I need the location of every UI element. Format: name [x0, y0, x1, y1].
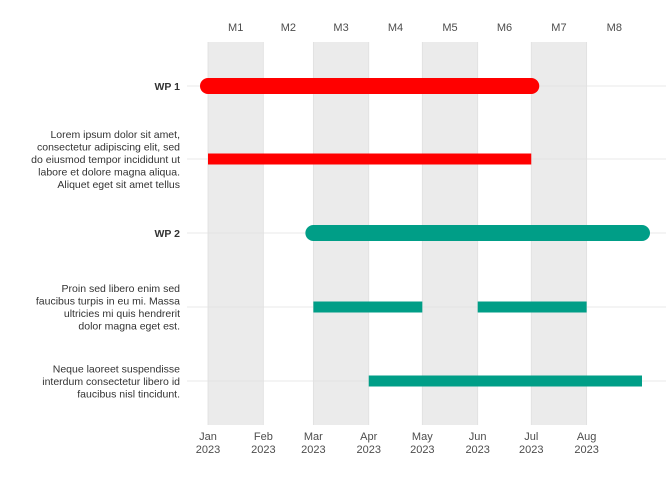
row-label-line: Lorem ipsum dolor sit amet, — [50, 129, 180, 141]
x-tick-year-0: 2023 — [196, 444, 220, 456]
x-tick-year-5: 2023 — [465, 444, 489, 456]
row-label-2: WP 2 — [155, 228, 181, 240]
top-label-m5: M5 — [442, 22, 457, 34]
bar-row4-0 — [368, 375, 642, 387]
month-band-m1 — [208, 42, 264, 425]
row-label-4: Neque laoreet suspendisse interdum consec… — [42, 363, 180, 400]
top-label-m6: M6 — [497, 22, 512, 34]
x-tick-year-4: 2023 — [410, 444, 434, 456]
row-label-line: interdum consectetur libero id — [42, 376, 180, 388]
x-tick-month-2: Mar — [304, 431, 323, 443]
row-label-line: dolor magna eget est. — [78, 321, 180, 333]
top-label-m1: M1 — [228, 22, 243, 34]
row-label-line: ultricies mi quis hendrerit — [64, 308, 180, 320]
row-label-line: faucibus nisl tincidunt. — [77, 388, 180, 400]
top-month-labels: M1 M2 M3 M4 M5 M6 M7 M8 — [228, 22, 622, 34]
x-tick-month-4: May — [412, 431, 433, 443]
row-label-line: do eiusmod tempor incididunt ut — [31, 154, 180, 166]
top-label-m2: M2 — [281, 22, 296, 34]
row-label-1: Lorem ipsum dolor sit amet, consectetur a… — [31, 129, 180, 191]
x-tick-month-1: Feb — [254, 431, 273, 443]
x-tick-month-7: Aug — [577, 431, 597, 443]
x-tick-year-6: 2023 — [519, 444, 543, 456]
top-label-m8: M8 — [607, 22, 622, 34]
x-tick-year-1: 2023 — [251, 444, 275, 456]
row-label-line: Neque laoreet suspendisse — [53, 363, 180, 375]
top-label-m3: M3 — [333, 22, 348, 34]
top-label-m4: M4 — [388, 22, 403, 34]
row-labels: WP 1 Lorem ipsum dolor sit amet, consectet… — [31, 81, 181, 400]
top-label-m7: M7 — [551, 22, 566, 34]
row-label-line: faucibus turpis in eu mi. Massa — [36, 296, 180, 308]
row-label-0: WP 1 — [155, 81, 181, 93]
x-tick-year-7: 2023 — [574, 444, 598, 456]
row-label-3: Proin sed libero enim sed faucibus turpis… — [36, 283, 180, 333]
row-label-line: WP 1 — [155, 81, 181, 93]
row-label-line: Proin sed libero enim sed — [62, 283, 181, 295]
bar-row1-0 — [208, 153, 532, 165]
bar-row3-1 — [477, 301, 587, 313]
bar-row3-0 — [313, 301, 423, 313]
x-tick-month-3: Apr — [360, 431, 377, 443]
x-tick-year-2: 2023 — [301, 444, 325, 456]
x-tick-labels: Jan2023Feb2023Mar2023Apr2023May2023Jun20… — [196, 431, 599, 456]
x-tick-month-5: Jun — [469, 431, 487, 443]
row-label-line: consectetur adipiscing elit, sed — [37, 141, 180, 153]
row-label-line: labore et dolore magna aliqua. — [38, 166, 180, 178]
row-label-line: WP 2 — [155, 228, 181, 240]
x-tick-month-6: Jul — [524, 431, 538, 443]
row-label-line: Aliquet eget sit amet tellus — [57, 179, 180, 191]
x-tick-month-0: Jan — [199, 431, 217, 443]
bars — [200, 78, 650, 387]
x-tick-year-3: 2023 — [356, 444, 380, 456]
